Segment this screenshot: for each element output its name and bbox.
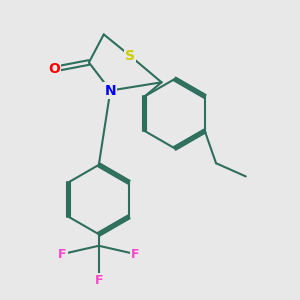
Text: N: N <box>105 84 116 98</box>
Text: S: S <box>125 49 135 63</box>
Text: O: O <box>48 62 60 76</box>
Text: F: F <box>131 248 140 260</box>
Text: F: F <box>94 274 103 287</box>
Text: F: F <box>58 248 67 260</box>
